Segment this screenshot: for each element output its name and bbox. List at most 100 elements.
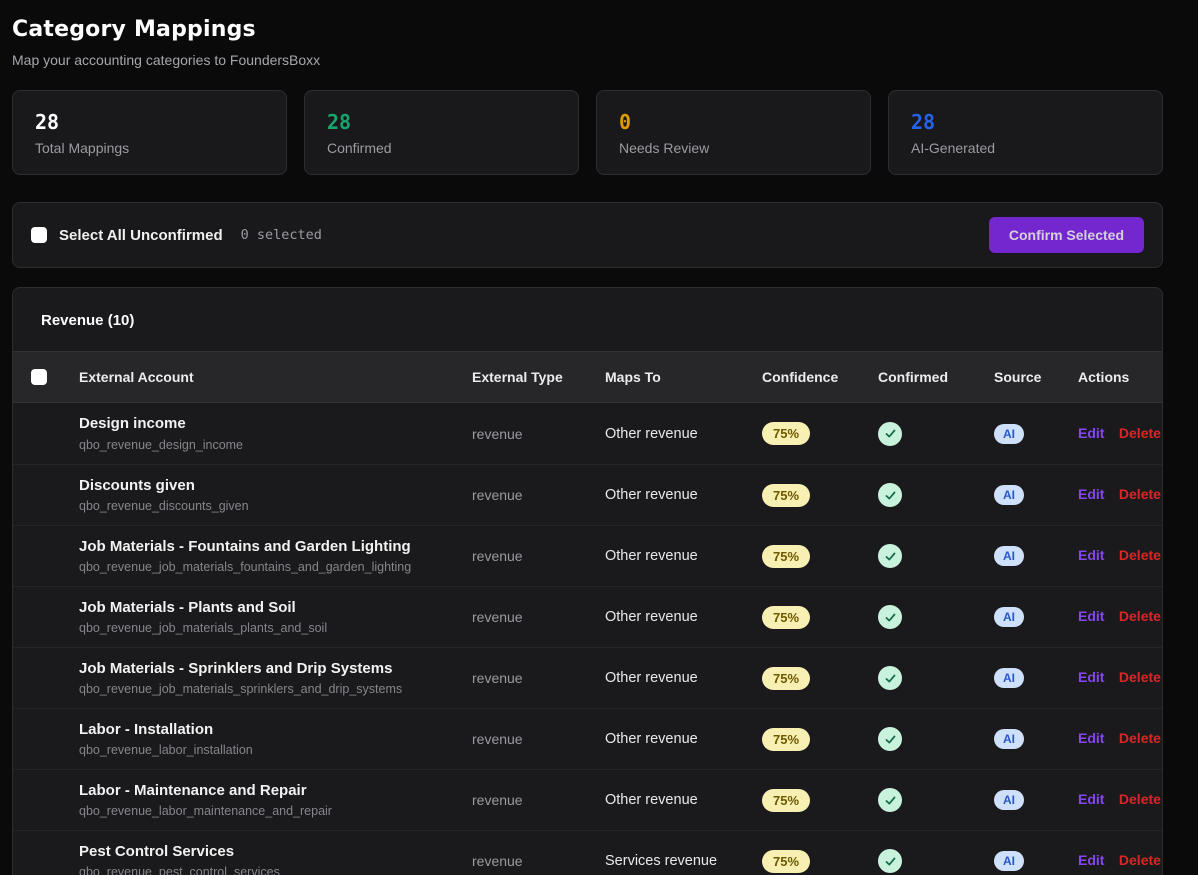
external-type-value: revenue	[472, 548, 523, 564]
confidence-badge: 75%	[762, 605, 811, 629]
confidence-badge: 75%	[762, 666, 811, 690]
confirmed-check-icon	[878, 849, 902, 873]
external-account-code: qbo_revenue_job_materials_sprinklers_and…	[79, 682, 403, 697]
confidence-badge: 75%	[762, 849, 811, 873]
external-account-code: qbo_revenue_discounts_given	[79, 499, 249, 514]
maps-to-value: Other revenue	[605, 731, 698, 747]
ai-source-badge: AI	[994, 729, 1024, 749]
external-account-name: Job Materials - Fountains and Garden Lig…	[79, 537, 411, 555]
table-row: Discounts given qbo_revenue_discounts_gi…	[13, 464, 1162, 525]
ai-source-badge: AI	[994, 485, 1024, 505]
header-select-checkbox[interactable]	[31, 369, 47, 385]
stat-card-needs-review: 0 Needs Review	[596, 90, 871, 175]
edit-button[interactable]: Edit	[1078, 730, 1105, 746]
confirmed-check-icon	[878, 788, 902, 812]
col-external-account: External Account	[79, 369, 194, 385]
page-header: Category Mappings Map your accounting ca…	[12, 0, 1163, 68]
maps-to-value: Other revenue	[605, 425, 698, 442]
section-title-revenue: Revenue (10)	[41, 312, 135, 329]
table-body: Design income qbo_revenue_design_income …	[13, 403, 1162, 875]
ai-source-badge: AI	[994, 790, 1024, 810]
edit-button[interactable]: Edit	[1078, 547, 1105, 563]
select-all-label: Select All Unconfirmed	[59, 226, 223, 244]
stat-label-confirmed: Confirmed	[327, 139, 392, 156]
stat-card-total: 28 Total Mappings	[12, 90, 287, 175]
external-account-name: Discounts given	[79, 476, 195, 494]
external-type-value: revenue	[472, 425, 523, 442]
stat-label-needs-review: Needs Review	[619, 139, 710, 156]
delete-button[interactable]: Delete	[1118, 791, 1161, 807]
confirmed-check-icon	[878, 666, 902, 690]
edit-button[interactable]: Edit	[1078, 486, 1105, 502]
table-row: Labor - Installation qbo_revenue_labor_i…	[13, 708, 1162, 769]
confirm-selected-button[interactable]: Confirm Selected	[988, 217, 1144, 253]
external-type-value: revenue	[472, 487, 523, 503]
selected-count: 0 selected	[240, 227, 322, 243]
maps-to-value: Other revenue	[605, 792, 698, 808]
external-account-name: Labor - Maintenance and Repair	[79, 781, 307, 799]
maps-to-value: Other revenue	[605, 609, 698, 625]
confidence-badge: 75%	[762, 727, 811, 751]
external-type-value: revenue	[472, 792, 523, 808]
delete-button[interactable]: Delete	[1118, 424, 1161, 441]
external-account-code: qbo_revenue_labor_installation	[79, 743, 253, 758]
edit-button[interactable]: Edit	[1078, 424, 1105, 441]
delete-button[interactable]: Delete	[1118, 547, 1161, 563]
external-account-code: qbo_revenue_job_materials_fountains_and_…	[79, 560, 412, 575]
col-maps-to: Maps To	[605, 369, 661, 385]
select-all-checkbox[interactable]	[31, 227, 47, 243]
ai-source-badge: AI	[994, 851, 1024, 871]
page-subtitle: Map your accounting categories to Founde…	[12, 52, 321, 68]
external-account-code: qbo_revenue_pest_control_services	[79, 865, 280, 875]
table-row: Job Materials - Plants and Soil qbo_reve…	[13, 586, 1162, 647]
confirmed-check-icon	[878, 421, 902, 446]
external-account-code: qbo_revenue_job_materials_plants_and_soi…	[79, 621, 328, 636]
maps-to-value: Other revenue	[605, 487, 698, 503]
delete-button[interactable]: Delete	[1118, 486, 1161, 502]
edit-button[interactable]: Edit	[1078, 608, 1105, 624]
external-account-name: Design income	[79, 415, 186, 433]
col-source: Source	[994, 369, 1042, 385]
stat-card-confirmed: 28 Confirmed	[304, 90, 579, 175]
stat-label-ai-generated: AI-Generated	[911, 139, 996, 156]
external-type-value: revenue	[472, 731, 523, 747]
delete-button[interactable]: Delete	[1118, 608, 1161, 624]
table-row: Job Materials - Sprinklers and Drip Syst…	[13, 647, 1162, 708]
edit-button[interactable]: Edit	[1078, 669, 1105, 685]
external-type-value: revenue	[472, 853, 523, 869]
ai-source-badge: AI	[994, 607, 1024, 627]
maps-to-value: Other revenue	[605, 670, 698, 686]
stat-card-ai-generated: 28 AI-Generated	[888, 90, 1163, 175]
stat-value-total: 28	[35, 109, 60, 134]
maps-to-value: Services revenue	[605, 853, 718, 869]
table-header-row: External Account External Type Maps To C…	[13, 351, 1162, 403]
external-account-name: Pest Control Services	[79, 842, 235, 860]
edit-button[interactable]: Edit	[1078, 852, 1105, 868]
col-actions: Actions	[1078, 369, 1130, 385]
delete-button[interactable]: Delete	[1118, 730, 1161, 746]
external-account-name: Job Materials - Plants and Soil	[79, 598, 296, 616]
stat-value-confirmed: 28	[327, 109, 352, 134]
mappings-table: Revenue (10) External Account External T…	[12, 287, 1163, 875]
external-account-name: Job Materials - Sprinklers and Drip Syst…	[79, 659, 393, 677]
table-row: Pest Control Services qbo_revenue_pest_c…	[13, 830, 1162, 875]
external-type-value: revenue	[472, 670, 523, 686]
col-confidence: Confidence	[762, 369, 839, 385]
stat-value-needs-review: 0	[619, 109, 632, 134]
ai-source-badge: AI	[994, 546, 1024, 566]
stats-row: 28 Total Mappings 28 Confirmed 0 Needs R…	[12, 90, 1163, 175]
confirmed-check-icon	[878, 483, 902, 507]
confirmed-check-icon	[878, 727, 902, 751]
bulk-action-bar: Select All Unconfirmed 0 selected Confir…	[12, 202, 1163, 268]
col-external-type: External Type	[472, 369, 563, 385]
confidence-badge: 75%	[762, 422, 811, 445]
delete-button[interactable]: Delete	[1118, 669, 1161, 685]
edit-button[interactable]: Edit	[1078, 791, 1105, 807]
confidence-badge: 75%	[762, 788, 811, 812]
external-account-code: qbo_revenue_labor_maintenance_and_repair	[79, 804, 332, 819]
ai-source-badge: AI	[994, 423, 1024, 444]
delete-button[interactable]: Delete	[1118, 852, 1161, 868]
maps-to-value: Other revenue	[605, 548, 698, 564]
external-account-name: Labor - Installation	[79, 720, 214, 738]
stat-label-total: Total Mappings	[35, 139, 130, 156]
